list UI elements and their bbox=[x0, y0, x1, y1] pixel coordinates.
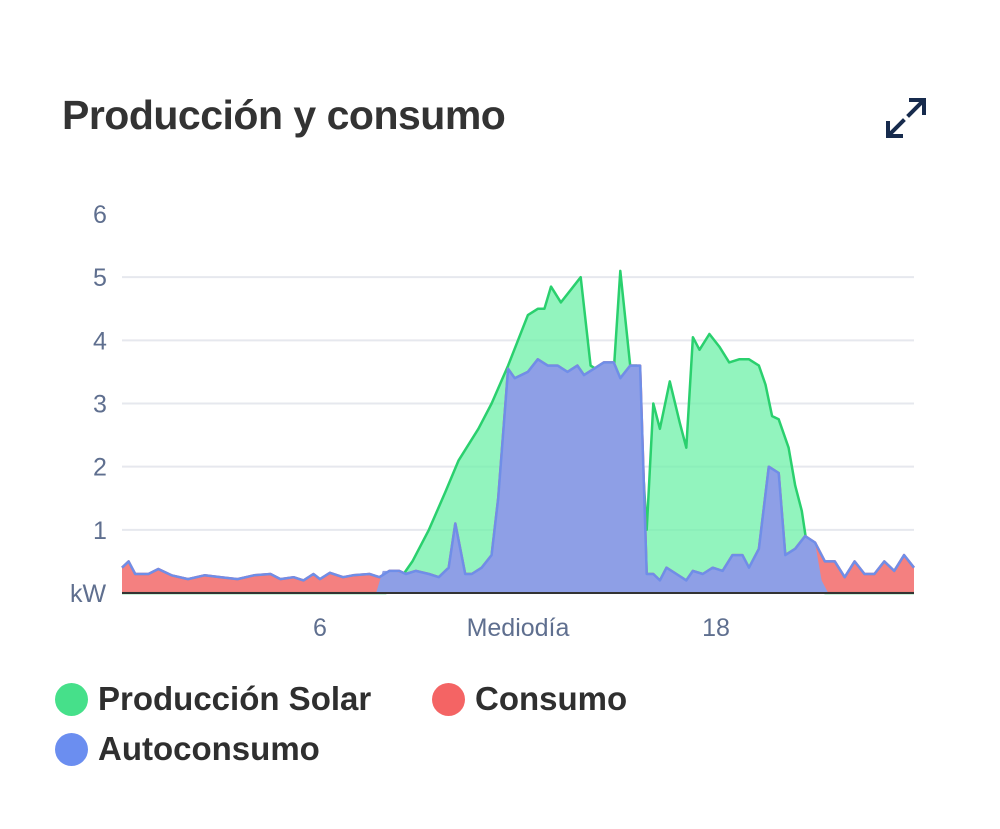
card-title: Producción y consumo bbox=[62, 92, 506, 138]
x-tick-label: 6 bbox=[313, 614, 327, 642]
x-tick-label: 18 bbox=[702, 614, 730, 642]
expand-button[interactable] bbox=[880, 92, 932, 144]
legend-dot-consumo bbox=[432, 682, 465, 716]
legend-label-consumo: Consumo bbox=[475, 680, 628, 717]
legend-dot-produccion-solar bbox=[55, 682, 88, 716]
x-tick-label: Mediodía bbox=[467, 614, 570, 642]
legend-label-autoconsumo: Autoconsumo bbox=[98, 730, 320, 767]
y-tick-label: 4 bbox=[93, 327, 107, 355]
y-tick-label: 3 bbox=[93, 391, 107, 419]
legend-label-produccion-solar: Producción Solar bbox=[98, 680, 372, 717]
y-tick-label: 6 bbox=[93, 201, 107, 229]
series-area-autoconsumo bbox=[122, 359, 914, 593]
legend-dot-autoconsumo bbox=[55, 732, 88, 766]
y-tick-label: 5 bbox=[93, 264, 107, 292]
legend-item-consumo[interactable]: Consumo bbox=[432, 680, 627, 718]
series-line-autoconsumo bbox=[121, 358, 915, 582]
legend-item-produccion-solar[interactable]: Producción Solar bbox=[55, 680, 371, 718]
y-tick-label: 2 bbox=[93, 454, 107, 482]
legend-item-autoconsumo[interactable]: Autoconsumo bbox=[55, 730, 320, 768]
production-consumption-chart: 6 5 4 3 2 1 kW 6 Mediodía 18 bbox=[70, 201, 915, 642]
y-tick-label: 1 bbox=[93, 517, 107, 545]
expand-arrows-icon bbox=[886, 98, 926, 138]
y-unit-label: kW bbox=[70, 580, 107, 608]
